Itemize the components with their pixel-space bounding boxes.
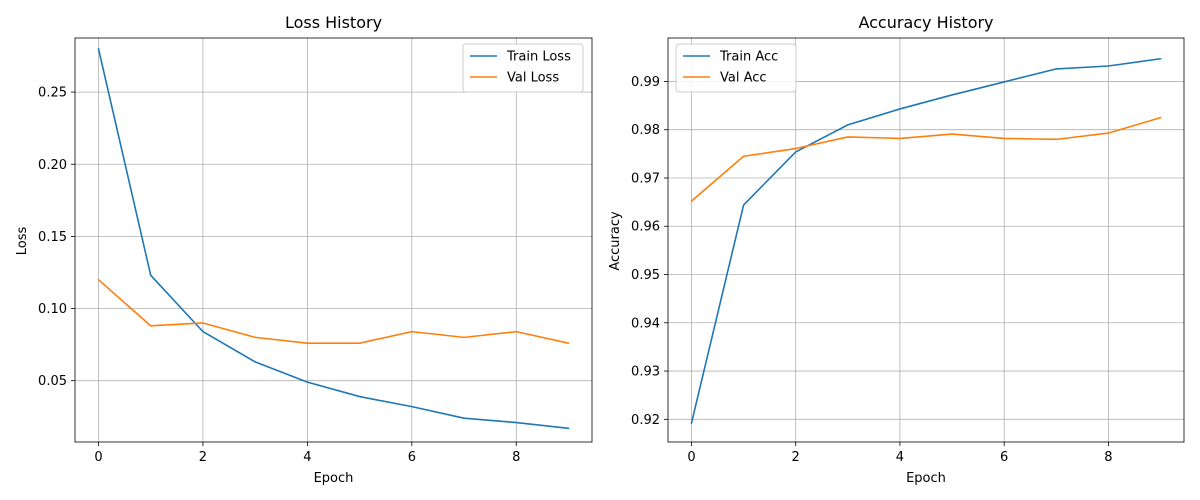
- x-tick-label: 8: [512, 450, 520, 465]
- x-tick-label: 4: [896, 450, 904, 465]
- x-tick-label: 6: [408, 450, 416, 465]
- y-axis-label: Loss: [15, 227, 30, 256]
- grid: [75, 38, 592, 442]
- x-tick-label: 0: [687, 450, 695, 465]
- y-tick-label: 0.99: [631, 75, 660, 90]
- y-tick-label: 0.15: [38, 230, 67, 245]
- series-line-train-acc: [690, 57, 1162, 424]
- legend: Train Loss Val Loss: [462, 43, 584, 93]
- grid: [668, 38, 1184, 442]
- y-axis-label: Accuracy: [608, 211, 623, 271]
- legend-label: Val Acc: [720, 71, 767, 86]
- legend: Train Acc Val Acc: [675, 43, 797, 93]
- loss-history-chart: Loss History Epoch Loss 0 2 4 6 8 0.05 0.10 0.1…: [15, 13, 593, 486]
- y-tick-label: 0.98: [631, 123, 660, 138]
- chart-title: Loss History: [285, 13, 382, 32]
- x-tick-label: 0: [94, 450, 102, 465]
- y-tick-label: 0.05: [38, 374, 67, 389]
- y-tick-label: 0.94: [631, 316, 660, 331]
- x-tick-label: 6: [1000, 450, 1008, 465]
- y-tick-label: 0.96: [631, 220, 660, 235]
- legend-label: Train Loss: [506, 50, 571, 65]
- y-tick-label: 0.25: [38, 86, 67, 101]
- x-tick-label: 4: [303, 450, 311, 465]
- accuracy-history-chart: Accuracy History Epoch Accuracy 0 2 4 6 8 0.9…: [608, 13, 1185, 486]
- x-tick-label: 2: [199, 450, 207, 465]
- legend-label: Val Loss: [507, 71, 559, 86]
- y-tick-label: 0.95: [631, 268, 660, 283]
- y-tick-label: 0.92: [631, 413, 660, 428]
- x-tick-label: 8: [1104, 450, 1112, 465]
- x-axis-label: Epoch: [314, 471, 354, 486]
- x-tick-label: 2: [792, 450, 800, 465]
- y-tick-label: 0.93: [631, 365, 660, 380]
- y-tick-label: 0.97: [631, 171, 660, 186]
- chart-title: Accuracy History: [858, 13, 993, 32]
- plot-frame: [74, 37, 593, 443]
- series-line-val-acc: [690, 116, 1162, 202]
- plot-frame: [667, 37, 1185, 443]
- y-tick-label: 0.10: [38, 302, 67, 317]
- y-tick-label: 0.20: [38, 158, 67, 173]
- series-line-val-loss: [97, 278, 570, 344]
- x-axis-label: Epoch: [906, 471, 946, 486]
- legend-label: Train Acc: [719, 50, 778, 65]
- series-line-train-loss: [97, 48, 570, 430]
